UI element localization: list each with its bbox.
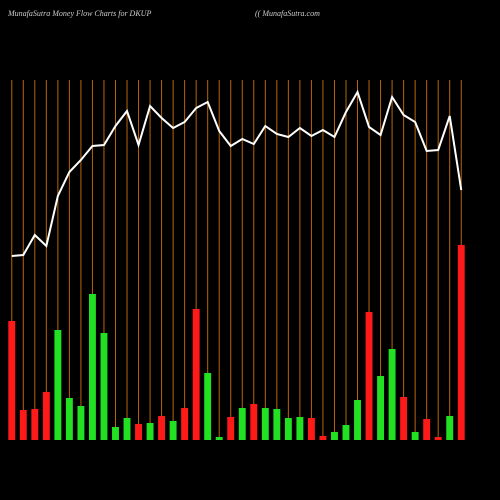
bar	[169, 421, 177, 440]
bar	[354, 400, 361, 440]
bar	[423, 419, 431, 440]
bar	[250, 404, 258, 440]
bar	[342, 425, 350, 440]
flow-line	[11, 89, 463, 257]
bar	[65, 398, 73, 440]
bar	[158, 416, 166, 440]
bar	[296, 417, 304, 440]
bar	[377, 376, 385, 440]
bar	[204, 373, 212, 440]
chart-subtitle: (( MunafaSutra.com	[255, 9, 320, 18]
bar	[365, 312, 373, 440]
bar	[112, 427, 119, 440]
bar	[19, 410, 27, 440]
bar	[307, 418, 315, 440]
bar	[146, 423, 154, 440]
bar	[273, 409, 281, 440]
bar	[446, 416, 454, 440]
bar	[192, 309, 200, 440]
bar	[100, 333, 108, 440]
chart-title: MunafaSutra Money Flow Charts for DKUP	[7, 9, 151, 18]
bar	[411, 432, 419, 440]
bar	[54, 330, 62, 440]
bar	[388, 349, 396, 440]
bar	[319, 436, 327, 440]
bar	[42, 392, 50, 440]
bar	[434, 437, 442, 440]
bar	[261, 408, 269, 440]
bar	[135, 424, 142, 440]
bar	[238, 408, 246, 440]
bar	[400, 397, 408, 440]
bar	[8, 321, 16, 440]
bar	[284, 418, 292, 440]
bar	[457, 245, 465, 440]
bar	[31, 409, 39, 440]
bar	[181, 408, 189, 440]
bar	[77, 406, 85, 440]
bar	[331, 432, 338, 440]
bar	[123, 418, 131, 440]
bar	[227, 417, 235, 440]
bar	[215, 437, 223, 440]
bar	[88, 294, 96, 440]
